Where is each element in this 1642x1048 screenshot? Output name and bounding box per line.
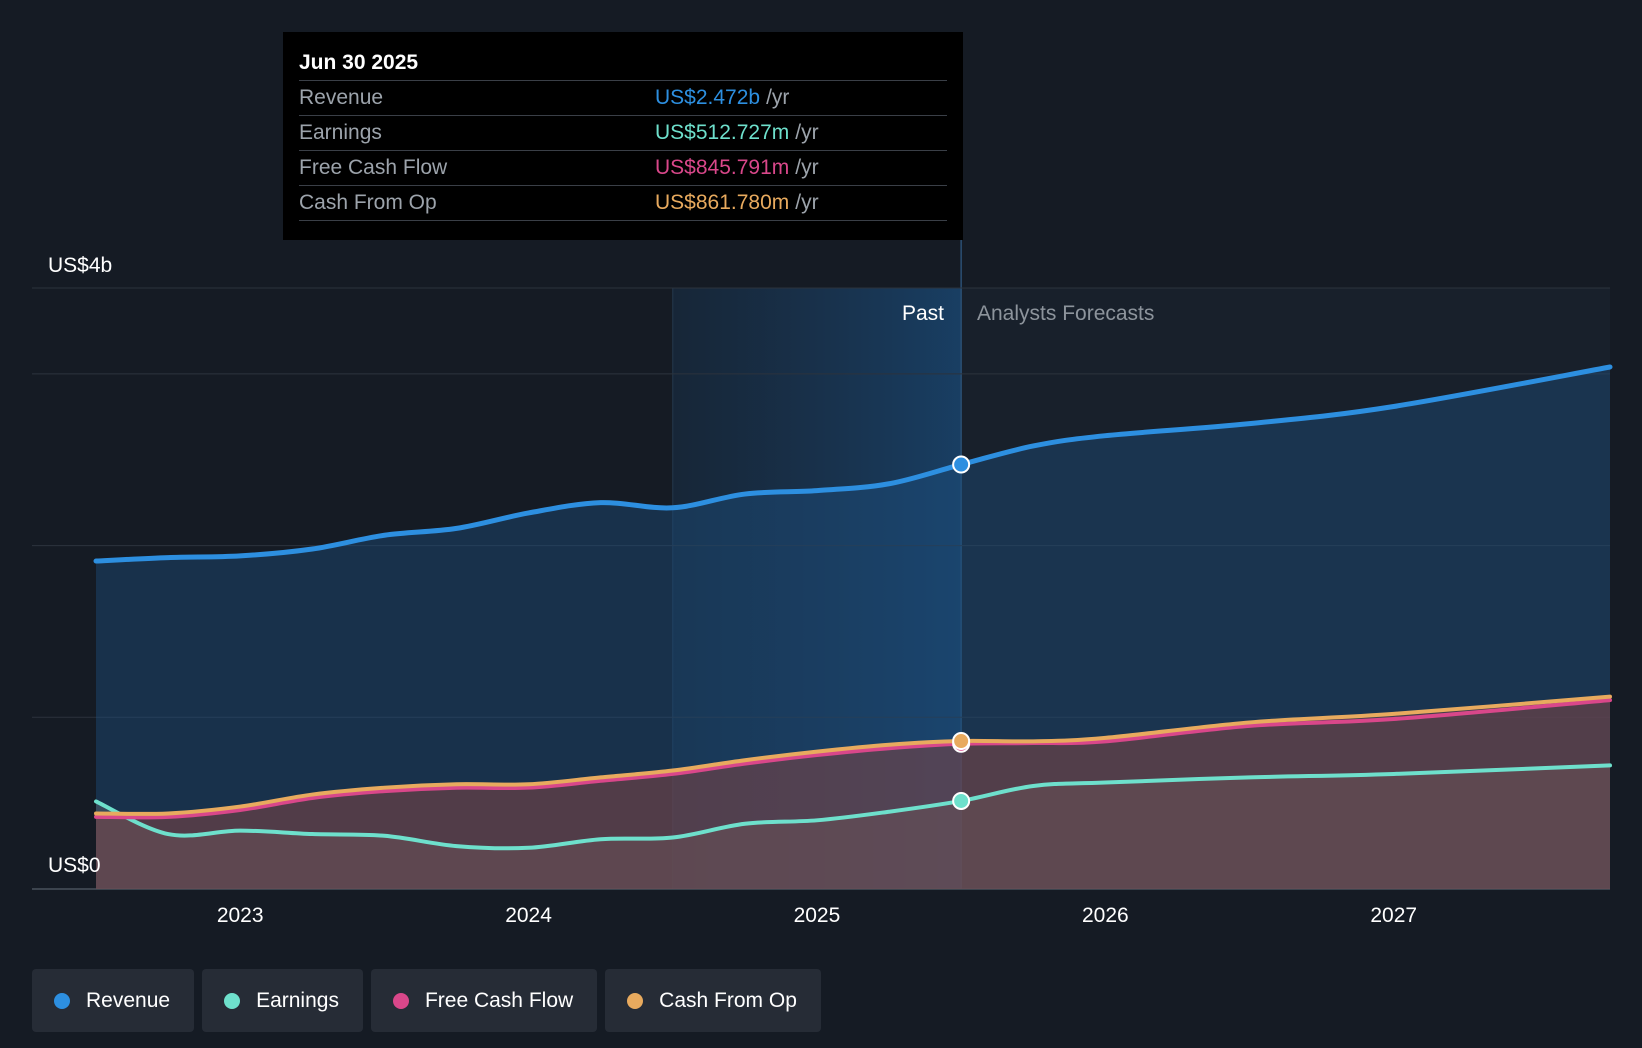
marker-cfo	[952, 732, 971, 751]
forecast-region-label: Analysts Forecasts	[977, 302, 1154, 325]
y-axis-bottom-label: US$0	[48, 854, 101, 877]
past-highlight-region	[672, 288, 962, 889]
legend-item-revenue[interactable]: Revenue	[32, 969, 195, 1032]
tooltip-label: Revenue	[299, 86, 384, 109]
area-fcf	[96, 700, 1610, 889]
tooltip-label: Earnings	[299, 121, 382, 144]
area-earnings	[96, 765, 1610, 889]
legend-dot-icon	[627, 992, 644, 1009]
chart-legend: Revenue Earnings Free Cash Flow Cash Fro…	[32, 969, 821, 1032]
tooltip-row-cash-from-op: Cash From Op US$861.780m /yr	[299, 185, 947, 221]
line-earnings	[94, 763, 1612, 851]
legend-dot-icon	[392, 992, 409, 1009]
tooltip-unit: /yr	[795, 121, 819, 144]
area-revenue	[96, 366, 1610, 889]
legend-item-earnings[interactable]: Earnings	[202, 969, 363, 1032]
legend-dot-icon	[224, 992, 241, 1009]
past-region-label: Past	[902, 302, 944, 325]
legend-dot-icon	[54, 992, 70, 1009]
legend-label: Free Cash Flow	[424, 988, 574, 1012]
y-axis-top-label: US$4b	[48, 254, 112, 277]
tooltip-value: US$512.727m	[655, 121, 790, 144]
area-cfo	[96, 696, 1610, 889]
x-tick-label: 2023	[217, 904, 264, 927]
tooltip-unit: /yr	[795, 156, 819, 179]
line-fcf	[94, 698, 1612, 820]
tooltip-unit: /yr	[795, 191, 819, 214]
x-tick-label: 2024	[505, 904, 552, 927]
legend-item-free-cash-flow[interactable]: Free Cash Flow	[370, 969, 598, 1032]
tooltip-row-revenue: Revenue US$2.472b /yr	[299, 80, 947, 115]
legend-label: Cash From Op	[659, 988, 797, 1012]
tooltip-value: US$2.472b	[655, 86, 761, 109]
tooltip-value: US$845.791m	[655, 156, 790, 179]
x-tick-label: 2027	[1370, 904, 1417, 927]
tooltip-value: US$861.780m	[655, 191, 790, 214]
hover-tooltip: Jun 30 2025 Revenue US$2.472b /yr Earnin…	[283, 32, 963, 240]
marker-earnings	[952, 791, 971, 810]
x-tick-label: 2025	[794, 904, 841, 927]
line-cfo	[94, 694, 1612, 816]
tooltip-row-free-cash-flow: Free Cash Flow US$845.791m /yr	[299, 150, 947, 185]
tooltip-label: Cash From Op	[299, 191, 437, 214]
legend-label: Earnings	[256, 988, 339, 1012]
tooltip-unit: /yr	[766, 86, 790, 109]
legend-item-cash-from-op[interactable]: Cash From Op	[605, 969, 821, 1032]
tooltip-row-earnings: Earnings US$512.727m /yr	[299, 115, 947, 150]
tooltip-label: Free Cash Flow	[299, 156, 448, 179]
legend-label: Revenue	[86, 988, 171, 1012]
line-revenue	[93, 364, 1613, 564]
tooltip-date: Jun 30 2025	[299, 51, 419, 74]
marker-revenue	[952, 455, 971, 474]
x-tick-label: 2026	[1082, 904, 1129, 927]
